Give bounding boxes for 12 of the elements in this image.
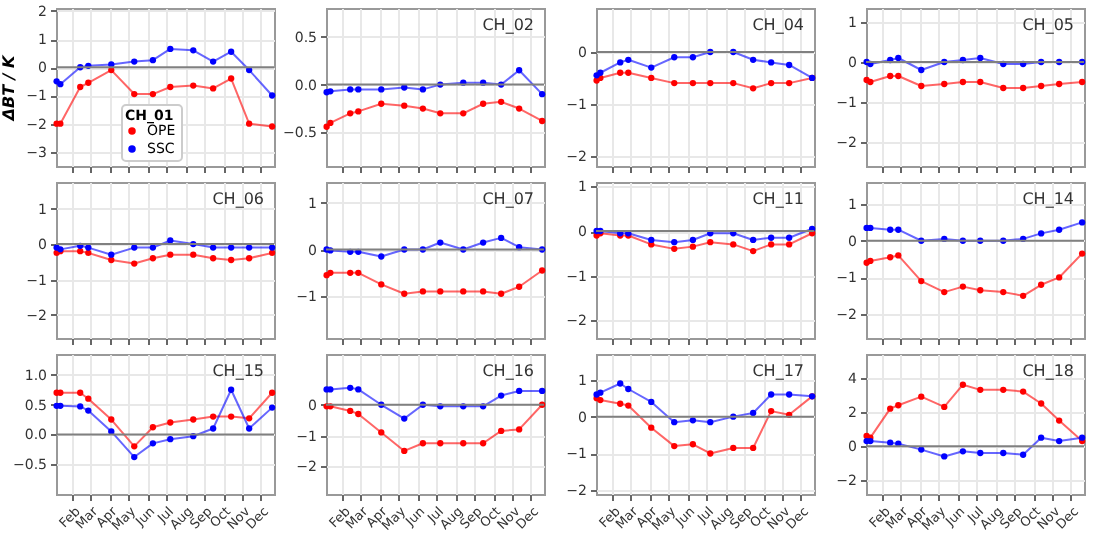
y-axis-title: ΔBT / K (0, 53, 19, 123)
legend-title: CH_11 (752, 190, 804, 208)
legend-title: CH_05 (1022, 16, 1074, 34)
legend-title: CH_15 (212, 362, 264, 380)
legend-title: CH_06 (212, 190, 264, 208)
legend-title: CH_07 (482, 190, 534, 208)
legend-title: CH_14 (1022, 190, 1074, 208)
legend-title: CH_17 (752, 362, 804, 380)
legend-title: CH_18 (1022, 362, 1074, 380)
legend-title: CH_16 (482, 362, 534, 380)
legend-title: CH_04 (752, 16, 804, 34)
legend-title: CH_02 (482, 16, 534, 34)
